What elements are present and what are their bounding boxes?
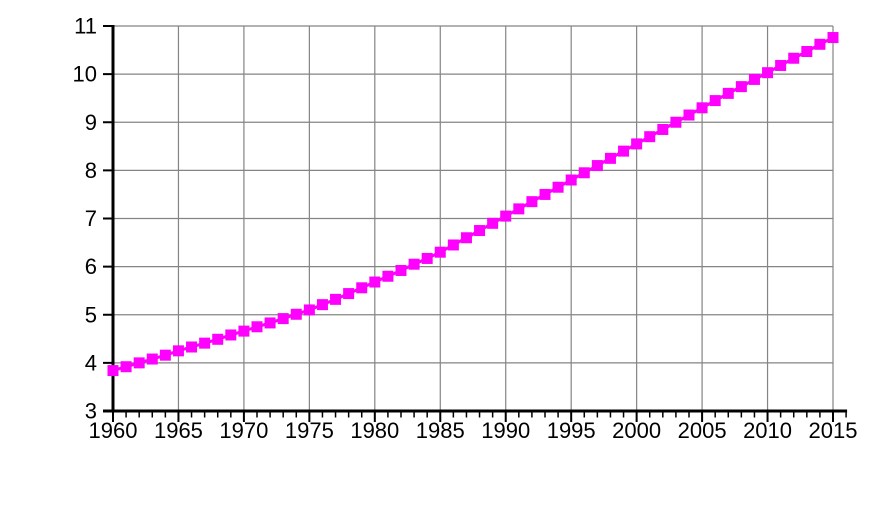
data-point-marker bbox=[316, 299, 328, 311]
data-point-marker bbox=[683, 109, 695, 121]
data-point-marker bbox=[604, 152, 616, 164]
data-point-marker bbox=[539, 188, 551, 200]
data-point-marker bbox=[644, 131, 656, 143]
data-point-marker bbox=[801, 46, 813, 58]
data-series-line bbox=[112, 36, 834, 373]
data-point-marker bbox=[212, 333, 224, 345]
y-tick-label: 9 bbox=[85, 110, 97, 135]
data-point-marker bbox=[447, 239, 459, 251]
data-point-marker bbox=[552, 181, 564, 193]
data-point-marker bbox=[722, 87, 734, 99]
data-point-marker bbox=[421, 252, 433, 264]
data-point-marker bbox=[382, 270, 394, 282]
data-point-marker bbox=[434, 246, 446, 258]
data-point-marker bbox=[343, 288, 355, 300]
data-point-marker bbox=[618, 145, 630, 157]
data-point-marker bbox=[277, 313, 289, 325]
data-point-marker bbox=[356, 282, 368, 294]
x-tick-label: 1965 bbox=[154, 418, 203, 443]
data-point-marker bbox=[500, 210, 512, 222]
data-point-marker bbox=[814, 38, 826, 50]
data-point-marker bbox=[107, 365, 119, 377]
data-point-marker bbox=[120, 361, 132, 373]
data-point-marker bbox=[788, 52, 800, 64]
x-tick-label: 2010 bbox=[743, 418, 792, 443]
data-point-marker bbox=[225, 329, 237, 341]
data-point-marker bbox=[460, 232, 472, 244]
y-tick-label: 3 bbox=[85, 399, 97, 424]
x-tick-label: 1975 bbox=[285, 418, 334, 443]
data-point-marker bbox=[578, 167, 590, 179]
data-point-marker bbox=[657, 123, 669, 135]
y-tick-label: 11 bbox=[74, 14, 97, 39]
data-point-marker bbox=[395, 264, 407, 276]
data-point-marker bbox=[709, 95, 721, 107]
data-point-marker bbox=[827, 32, 839, 44]
data-point-marker bbox=[591, 160, 603, 172]
data-point-marker bbox=[762, 67, 774, 79]
data-point-marker bbox=[238, 325, 250, 337]
y-tick-label: 5 bbox=[85, 302, 97, 327]
x-tick-label: 1980 bbox=[350, 418, 399, 443]
data-point-marker bbox=[264, 317, 276, 329]
data-point-marker bbox=[696, 102, 708, 114]
data-point-marker bbox=[159, 349, 171, 361]
x-tick-label: 2000 bbox=[612, 418, 661, 443]
data-point-marker bbox=[290, 308, 302, 320]
data-point-marker bbox=[186, 341, 198, 353]
data-point-marker bbox=[133, 357, 145, 369]
data-point-marker bbox=[408, 258, 420, 270]
data-point-marker bbox=[526, 196, 538, 208]
data-point-marker bbox=[513, 203, 525, 215]
y-tick-label: 10 bbox=[73, 62, 97, 87]
data-point-marker bbox=[303, 304, 315, 316]
data-point-marker bbox=[735, 81, 747, 93]
data-point-marker bbox=[487, 217, 499, 229]
data-point-marker bbox=[146, 353, 158, 365]
data-point-marker bbox=[631, 138, 643, 150]
data-point-marker bbox=[670, 116, 682, 128]
x-tick-label: 2015 bbox=[809, 418, 858, 443]
x-tick-label: 1960 bbox=[89, 418, 138, 443]
y-tick-label: 8 bbox=[85, 158, 97, 183]
data-point-marker bbox=[251, 321, 263, 333]
x-tick-label: 1990 bbox=[481, 418, 530, 443]
x-tick-label: 1995 bbox=[547, 418, 596, 443]
data-point-marker bbox=[172, 345, 184, 357]
data-point-marker bbox=[330, 293, 342, 305]
y-tick-label: 4 bbox=[85, 350, 97, 375]
data-point-marker bbox=[748, 73, 760, 85]
x-tick-label: 1985 bbox=[416, 418, 465, 443]
y-tick-label: 7 bbox=[85, 206, 97, 231]
y-tick-label: 6 bbox=[85, 254, 97, 279]
data-point-marker bbox=[565, 174, 577, 186]
data-point-marker bbox=[474, 225, 486, 237]
x-tick-label: 2005 bbox=[678, 418, 727, 443]
x-tick-label: 1970 bbox=[219, 418, 268, 443]
data-point-marker bbox=[199, 337, 211, 349]
data-point-marker bbox=[369, 276, 381, 288]
data-point-marker bbox=[775, 59, 787, 71]
